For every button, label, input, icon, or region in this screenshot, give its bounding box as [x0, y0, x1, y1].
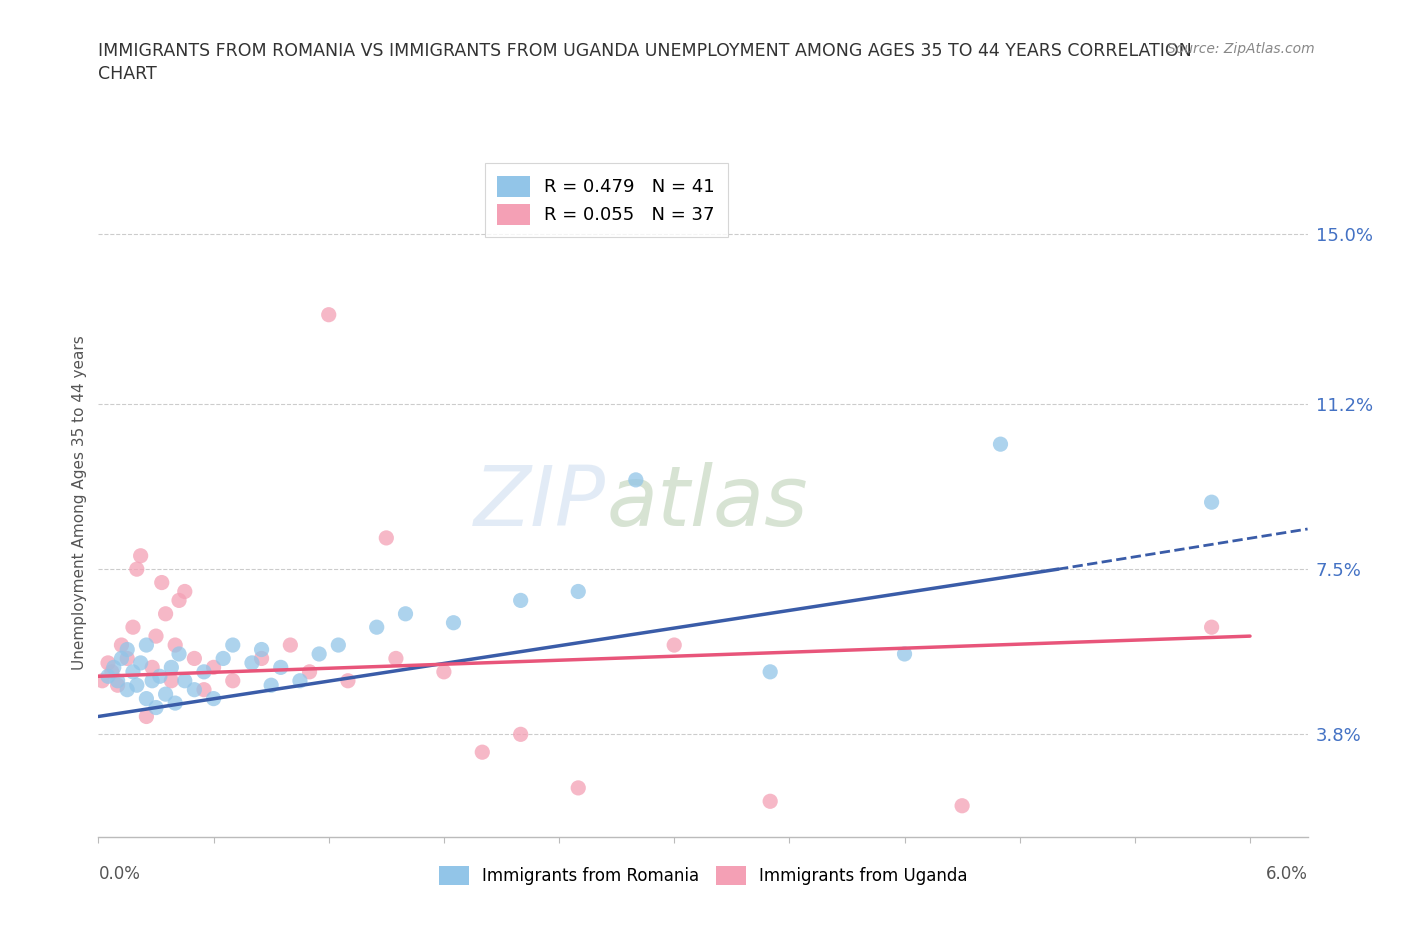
Point [567, 584, 589, 599]
Point [167, 593, 190, 608]
Point [250, 651, 273, 666]
Point [336, 673, 359, 688]
Point [155, 606, 177, 621]
Point [129, 549, 152, 564]
Point [759, 664, 782, 679]
Point [509, 727, 531, 742]
Point [443, 616, 465, 631]
Point [288, 673, 311, 688]
Point [222, 638, 245, 653]
Point [202, 691, 225, 706]
Point [145, 629, 167, 644]
Point [173, 584, 195, 599]
Point [135, 709, 157, 724]
Point [624, 472, 647, 487]
Legend: Immigrants from Romania, Immigrants from Uganda: Immigrants from Romania, Immigrants from… [430, 857, 976, 894]
Point [115, 651, 138, 666]
Point [328, 638, 350, 653]
Text: Source: ZipAtlas.com: Source: ZipAtlas.com [1167, 42, 1315, 56]
Point [125, 562, 148, 577]
Point [160, 673, 183, 688]
Point [129, 656, 152, 671]
Text: 6.0%: 6.0% [1265, 865, 1308, 884]
Point [97, 656, 120, 671]
Point [173, 673, 195, 688]
Text: 0.0%: 0.0% [98, 865, 141, 884]
Point [212, 651, 235, 666]
Point [115, 642, 138, 657]
Point [183, 683, 205, 698]
Point [509, 593, 531, 608]
Point [990, 437, 1012, 452]
Point [433, 664, 456, 679]
Text: IMMIGRANTS FROM ROMANIA VS IMMIGRANTS FROM UGANDA UNEMPLOYMENT AMONG AGES 35 TO : IMMIGRANTS FROM ROMANIA VS IMMIGRANTS FR… [98, 42, 1192, 60]
Point [759, 794, 782, 809]
Point [107, 678, 129, 693]
Point [165, 696, 187, 711]
Y-axis label: Unemployment Among Ages 35 to 44 years: Unemployment Among Ages 35 to 44 years [72, 335, 87, 670]
Point [385, 651, 408, 666]
Point [567, 780, 589, 795]
Point [183, 651, 205, 666]
Point [122, 619, 145, 634]
Text: atlas: atlas [606, 461, 808, 543]
Point [155, 686, 177, 701]
Point [110, 651, 132, 666]
Point [145, 700, 167, 715]
Point [202, 660, 225, 675]
Point [150, 575, 173, 590]
Point [240, 656, 263, 671]
Point [950, 798, 973, 813]
Point [165, 638, 187, 653]
Point [110, 638, 132, 653]
Point [97, 669, 120, 684]
Point [664, 638, 686, 653]
Point [122, 664, 145, 679]
Point [107, 673, 129, 688]
Point [280, 638, 302, 653]
Point [167, 646, 190, 661]
Point [375, 530, 398, 545]
Point [115, 683, 138, 698]
Point [141, 673, 163, 688]
Text: ZIP: ZIP [474, 461, 606, 543]
Point [193, 683, 215, 698]
Point [101, 664, 124, 679]
Point [471, 745, 494, 760]
Point [893, 646, 915, 661]
Point [394, 606, 416, 621]
Point [141, 660, 163, 675]
Point [222, 673, 245, 688]
Point [308, 646, 330, 661]
Point [1201, 619, 1223, 634]
Point [193, 664, 215, 679]
Point [103, 660, 125, 675]
Point [270, 660, 292, 675]
Point [125, 678, 148, 693]
Legend: R = 0.479   N = 41, R = 0.055   N = 37: R = 0.479 N = 41, R = 0.055 N = 37 [485, 163, 728, 237]
Point [1201, 495, 1223, 510]
Point [298, 664, 321, 679]
Point [91, 673, 114, 688]
Point [160, 660, 183, 675]
Point [149, 669, 172, 684]
Point [135, 691, 157, 706]
Point [318, 307, 340, 322]
Point [250, 642, 273, 657]
Text: CHART: CHART [98, 65, 157, 83]
Point [135, 638, 157, 653]
Point [260, 678, 283, 693]
Point [366, 619, 388, 634]
